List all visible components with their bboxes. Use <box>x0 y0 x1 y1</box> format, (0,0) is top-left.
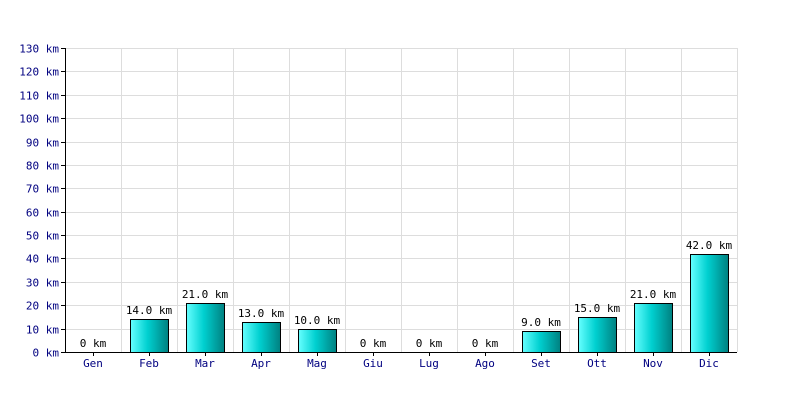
y-tick-label: 10 km <box>26 324 59 337</box>
data-label-mag: 10.0 km <box>294 314 341 327</box>
x-tick-label-apr: Apr <box>251 357 271 370</box>
x-tick-label-mar: Mar <box>195 357 215 370</box>
y-tick-label: 80 km <box>26 160 59 173</box>
x-tick-label-ott: Ott <box>587 357 607 370</box>
labels: 0 km 10 km 20 km 30 km 40 km 50 km 60 km 70 km 8… <box>19 43 732 371</box>
x-tick-label-giu: Giu <box>363 357 383 370</box>
x-tick-label-set: Set <box>531 357 551 370</box>
y-tick-label: 20 km <box>26 300 59 313</box>
x-tick-label-dic: Dic <box>699 357 719 370</box>
y-tick-label: 40 km <box>26 253 59 266</box>
y-tick-label: 0 km <box>33 347 60 360</box>
data-label-lug: 0 km <box>416 337 443 350</box>
data-label-dic: 42.0 km <box>686 239 733 252</box>
bar-set <box>522 331 561 353</box>
y-tick-label: 50 km <box>26 230 59 243</box>
x-tick-label-mag: Mag <box>307 357 327 370</box>
x-tick-label-ago: Ago <box>475 357 495 370</box>
data-label-mar: 21.0 km <box>182 288 229 301</box>
grid <box>65 48 738 353</box>
data-label-set: 9.0 km <box>521 316 561 329</box>
bar-mar <box>186 303 225 353</box>
bar-ott <box>578 317 617 353</box>
y-tick-label: 60 km <box>26 207 59 220</box>
axes <box>61 48 737 356</box>
x-tick-label-lug: Lug <box>419 357 439 370</box>
y-tick-label: 90 km <box>26 137 59 150</box>
x-tick-label-feb: Feb <box>139 357 159 370</box>
y-tick-label: 120 km <box>19 66 59 79</box>
data-label-apr: 13.0 km <box>238 307 285 320</box>
data-label-feb: 14.0 km <box>126 304 173 317</box>
bar-dic <box>690 254 729 353</box>
y-tick-label: 70 km <box>26 183 59 196</box>
data-label-nov: 21.0 km <box>630 288 677 301</box>
data-label-ott: 15.0 km <box>574 302 621 315</box>
bar-mag <box>298 329 337 353</box>
x-tick-label-gen: Gen <box>83 357 103 370</box>
data-label-giu: 0 km <box>360 337 387 350</box>
data-label-ago: 0 km <box>472 337 499 350</box>
y-tick-label: 30 km <box>26 277 59 290</box>
bar-feb <box>130 319 169 353</box>
x-tick-label-nov: Nov <box>643 357 663 370</box>
y-tick-label: 130 km <box>19 43 59 56</box>
y-tick-label: 110 km <box>19 90 59 103</box>
data-label-gen: 0 km <box>80 337 107 350</box>
bar-nov <box>634 303 673 353</box>
bar-apr <box>242 322 281 353</box>
y-tick-label: 100 km <box>19 113 59 126</box>
